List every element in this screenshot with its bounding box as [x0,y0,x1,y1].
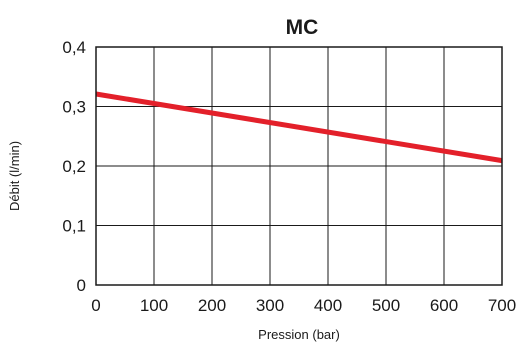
y-axis-label: Débit (l/min) [7,141,22,211]
x-tick-label: 600 [430,296,458,315]
y-tick-label: 0,3 [62,98,86,117]
x-tick-label: 200 [198,296,226,315]
series-line-0 [95,91,503,164]
grid [95,46,503,286]
x-tick-labels: 0 100 200 300 400 500 600 700 [91,296,516,315]
y-tick-label: 0,1 [62,217,86,236]
x-tick-label: 400 [314,296,342,315]
plot-frame [95,46,503,286]
x-tick-label: 500 [372,296,400,315]
y-tick-labels: 0 0,1 0,2 0,3 0,4 [62,38,86,295]
x-tick-label: 100 [140,296,168,315]
y-tick-label: 0 [77,276,86,295]
x-tick-label: 0 [91,296,100,315]
x-tick-label: 700 [488,296,516,315]
series-layer [95,91,503,164]
y-tick-label: 0,4 [62,38,86,57]
chart-title: MC [286,16,319,39]
x-tick-label: 300 [256,296,284,315]
x-axis-label: Pression (bar) [258,327,340,342]
y-tick-label: 0,2 [62,157,86,176]
